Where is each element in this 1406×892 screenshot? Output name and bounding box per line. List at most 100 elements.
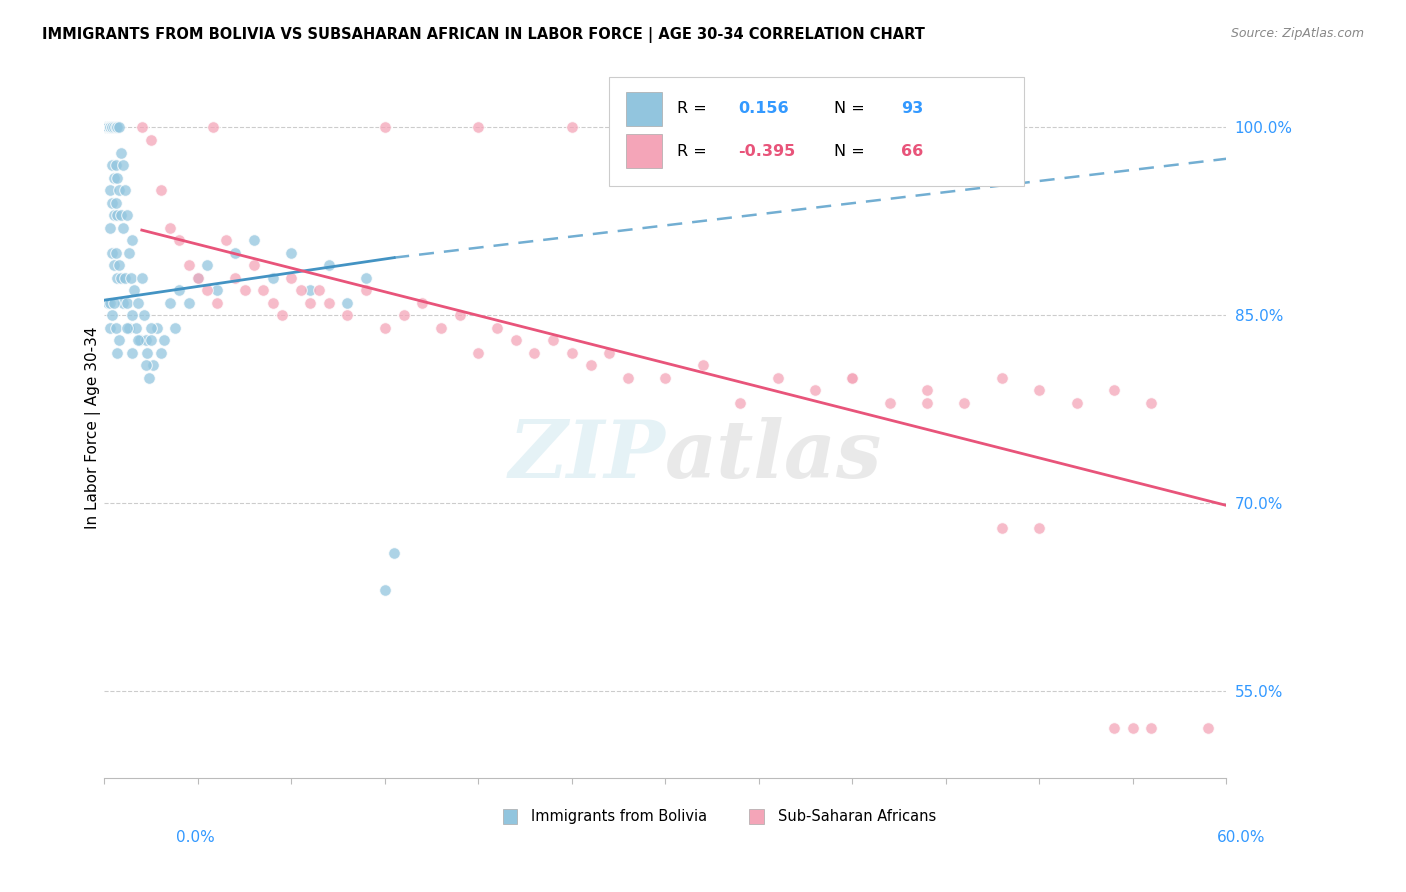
Point [103,295,125,310]
Point [523,345,546,359]
Point [131,270,153,285]
Point [617,370,640,384]
Point [692,358,714,372]
Point [112,295,135,310]
Point [138,370,160,384]
Point [953,396,976,410]
Point [748,120,770,135]
Point [382,546,405,560]
Point [114,183,136,197]
Point [1140,396,1163,410]
Point [141,333,163,347]
Point [374,583,396,598]
Point [354,283,377,297]
Point [103,170,125,185]
Point [107,345,129,359]
Point [136,345,159,359]
Point [96,120,118,135]
Point [159,295,181,310]
Point [430,320,453,334]
Point [98,320,121,334]
Point [97,295,120,310]
Point [467,120,489,135]
Point [97,120,120,135]
Text: Sub-Saharan Africans: Sub-Saharan Africans [778,809,936,824]
Point [579,358,602,372]
Point [449,308,471,322]
Point [98,120,121,135]
Point [101,120,124,135]
Point [598,345,620,359]
Point [167,283,190,297]
Point [103,258,125,272]
Point [187,270,209,285]
Point [104,158,127,172]
Point [541,333,564,347]
Point [107,270,129,285]
Point [486,320,509,334]
Point [108,333,131,347]
Point [104,120,127,135]
Point [101,195,124,210]
Point [129,333,152,347]
Text: 0.156: 0.156 [738,102,789,117]
Point [145,320,167,334]
Point [280,270,302,285]
Point [112,220,135,235]
Text: atlas: atlas [665,417,883,494]
Point [132,308,155,322]
Point [98,120,121,135]
Point [374,320,396,334]
Point [97,120,120,135]
Point [118,320,141,334]
Point [411,295,433,310]
Point [1102,384,1125,398]
Point [1197,721,1219,735]
Point [915,384,938,398]
Point [98,220,121,235]
Point [1066,396,1088,410]
Point [108,120,131,135]
Point [233,283,256,297]
Point [262,295,284,310]
Point [98,183,121,197]
Point [98,120,121,135]
Point [104,195,127,210]
Point [96,120,118,135]
Point [205,295,228,310]
Point [187,270,209,285]
Point [135,358,157,372]
Point [336,308,359,322]
Point [125,320,148,334]
Point [96,120,118,135]
Point [252,283,274,297]
Point [108,258,131,272]
Point [118,245,141,260]
Text: R =: R = [676,144,711,159]
Point [149,183,172,197]
Point [177,295,200,310]
FancyBboxPatch shape [749,809,765,824]
Point [159,220,181,235]
Point [153,333,176,347]
Point [107,120,129,135]
Point [101,120,124,135]
FancyBboxPatch shape [503,809,517,824]
Point [374,120,396,135]
Text: Immigrants from Bolivia: Immigrants from Bolivia [530,809,707,824]
Point [299,283,322,297]
Point [135,333,157,347]
Point [195,258,218,272]
Point [121,345,143,359]
Point [290,283,312,297]
Point [115,295,138,310]
Text: 93: 93 [901,102,924,117]
Point [271,308,294,322]
Point [141,133,163,147]
Point [141,320,163,334]
Point [505,333,527,347]
Point [766,370,789,384]
Point [124,283,146,297]
Text: 66: 66 [901,144,924,159]
Point [97,120,120,135]
